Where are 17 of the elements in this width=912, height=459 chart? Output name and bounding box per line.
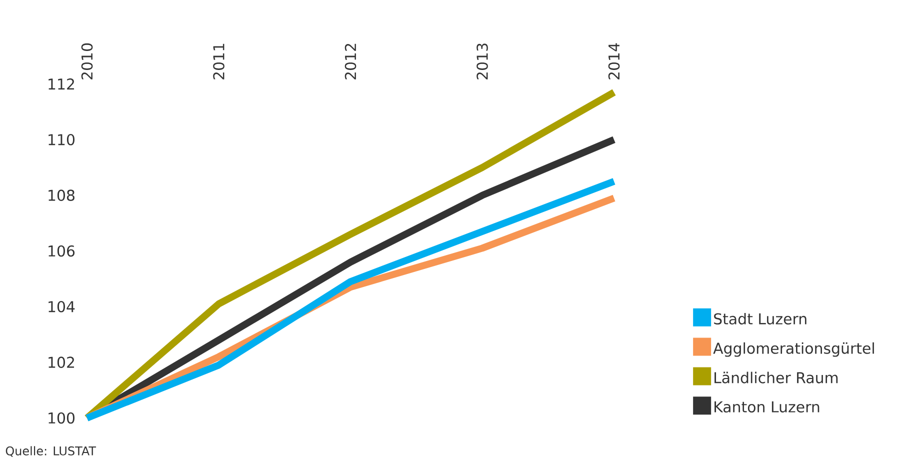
y-tick-label: 108: [48, 190, 74, 201]
legend-label: Kanton Luzern: [714, 401, 820, 413]
x-tick-label: 2010: [81, 43, 93, 80]
legend-label: Stadt Luzern: [714, 312, 806, 325]
source-note: Quelle: LUSTAT: [6, 446, 96, 457]
legend-label: Agglomerationsgürtel: [713, 342, 874, 357]
y-tick-label: 112: [48, 78, 74, 90]
y-tick-label: 110: [48, 134, 74, 146]
x-tick-label: 2012: [344, 44, 356, 80]
y-tick-label: 100: [48, 412, 74, 424]
x-tick-label: 2014: [608, 43, 620, 80]
y-tick-label: 102: [48, 356, 74, 368]
y-tick-label: 104: [48, 301, 75, 312]
x-tick-label: 2011: [213, 44, 224, 80]
legend-label: Ländlicher Raum: [714, 372, 838, 384]
x-tick-label: 2013: [476, 44, 488, 80]
y-tick-label: 106: [48, 245, 75, 257]
